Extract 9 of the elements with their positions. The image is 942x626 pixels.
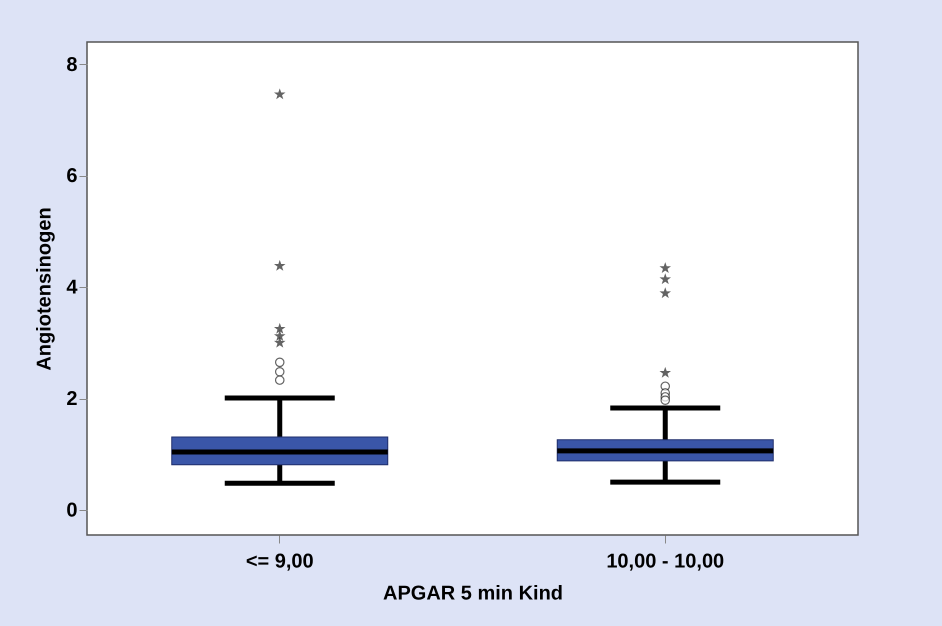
x-axis-title: APGAR 5 min Kind [382, 582, 564, 604]
x-tick-label: <= 9,00 [246, 550, 314, 572]
y-tick-label: 2 [66, 388, 78, 410]
y-tick-label: 0 [66, 499, 78, 522]
y-tick-label: 6 [66, 165, 78, 188]
y-tick-label: 4 [66, 276, 78, 299]
y-tick-label: 8 [66, 54, 78, 76]
y-axis-title: Angiotensinogen [33, 207, 56, 371]
x-tick-label: 10,00 - 10,00 [606, 550, 724, 572]
